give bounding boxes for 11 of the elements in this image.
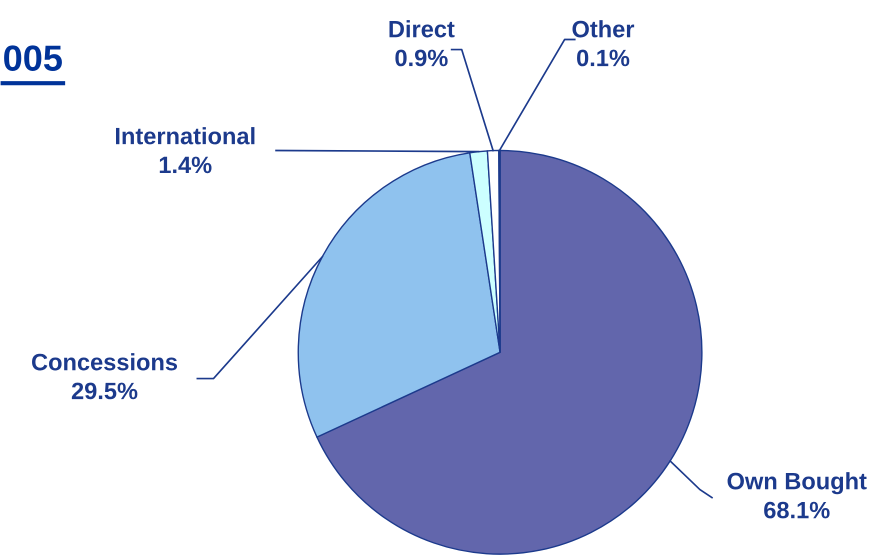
slice-label: Other (572, 20, 634, 38)
data-label: 68.1% (764, 502, 830, 518)
slice-label: International (116, 127, 254, 144)
data-label: 29.5% (72, 382, 138, 400)
slice-label: Direct (389, 20, 455, 38)
slice-label: Own Bought (728, 472, 867, 494)
slice-label: Concessions (32, 353, 178, 370)
text: 005 (4, 45, 62, 71)
data-label: 0.9% (395, 50, 448, 66)
data-label: 0.1% (577, 50, 630, 66)
data-label: 1.4% (160, 156, 212, 174)
